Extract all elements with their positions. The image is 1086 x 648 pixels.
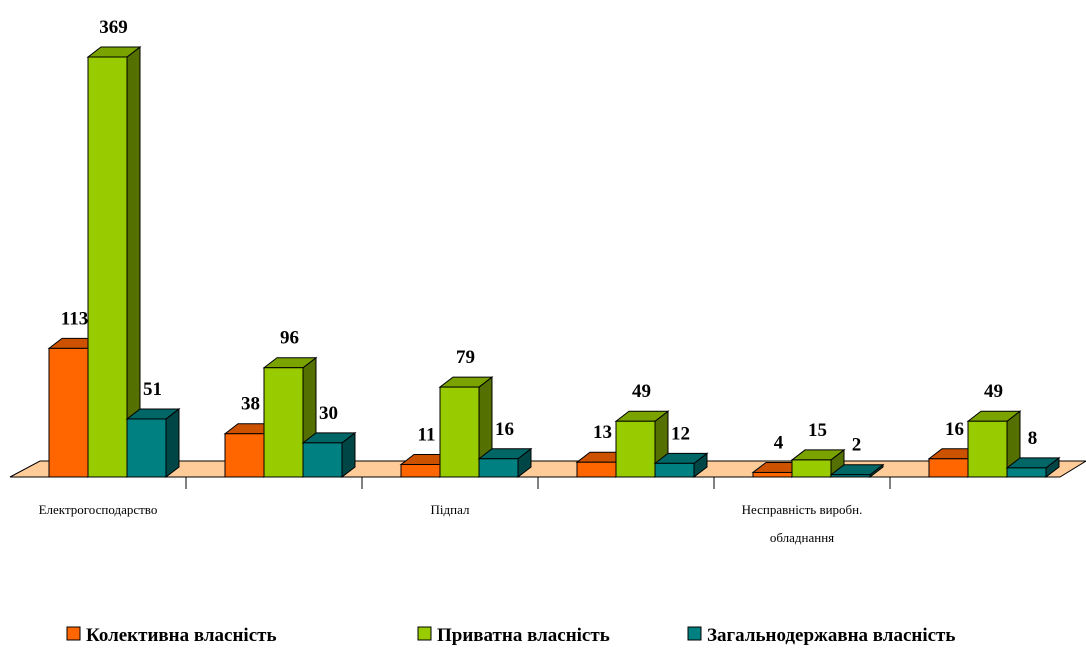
bar — [125, 407, 181, 479]
value-label: 113 — [61, 308, 88, 329]
value-label: 13 — [593, 422, 612, 443]
bar-front — [87, 56, 128, 478]
value-label: 12 — [671, 423, 690, 444]
value-label: 16 — [945, 419, 964, 440]
bar-front — [478, 458, 519, 478]
value-label: 30 — [319, 403, 338, 424]
legend-label: Приватна власність — [437, 625, 610, 646]
bar-front — [830, 474, 871, 478]
bar-front — [126, 418, 167, 478]
bar — [301, 431, 357, 479]
bar-front — [654, 462, 695, 478]
x-tick-label: Електрогосподарство — [39, 502, 158, 517]
value-label: 8 — [1028, 428, 1038, 449]
legend-swatch — [66, 626, 81, 641]
bar — [1005, 456, 1061, 479]
bar-front — [439, 386, 480, 478]
bar-front — [576, 461, 617, 478]
bar-front — [263, 367, 304, 478]
bar — [790, 448, 846, 479]
value-label: 38 — [241, 394, 260, 415]
value-label: 4 — [774, 432, 784, 453]
bar — [829, 463, 885, 479]
bar — [614, 410, 670, 479]
bar-front — [48, 347, 89, 478]
bar — [966, 410, 1022, 479]
legend-swatch — [687, 626, 702, 641]
value-label: 16 — [495, 419, 514, 440]
legend-label: Колективна власність — [86, 625, 277, 646]
legend-swatch — [417, 626, 432, 641]
value-label: 96 — [280, 328, 299, 349]
bar-front — [967, 420, 1008, 478]
bar-front — [1006, 467, 1047, 478]
value-label: 11 — [418, 424, 436, 445]
bar-side — [165, 407, 180, 479]
bar-front — [400, 463, 441, 478]
value-label: 49 — [632, 381, 651, 402]
value-label: 2 — [852, 435, 862, 456]
bar-front — [791, 459, 832, 478]
bar — [262, 356, 318, 479]
value-label: 51 — [143, 379, 162, 400]
value-label: 369 — [99, 17, 128, 38]
value-label: 15 — [808, 420, 827, 441]
bar — [653, 452, 709, 479]
x-tick-label: Несправність виробн. обладнання — [742, 502, 863, 545]
bar-front — [615, 420, 656, 478]
value-label: 79 — [456, 347, 475, 368]
bar-front — [928, 458, 969, 478]
bar-front — [752, 471, 793, 478]
legend-label: Загальнодержавна власність — [707, 625, 955, 646]
bar — [477, 447, 533, 479]
x-tick-label: Підпал — [431, 502, 470, 517]
bar — [86, 45, 142, 479]
bar-front — [224, 433, 265, 478]
bar-front — [302, 442, 343, 478]
value-label: 49 — [984, 381, 1003, 402]
